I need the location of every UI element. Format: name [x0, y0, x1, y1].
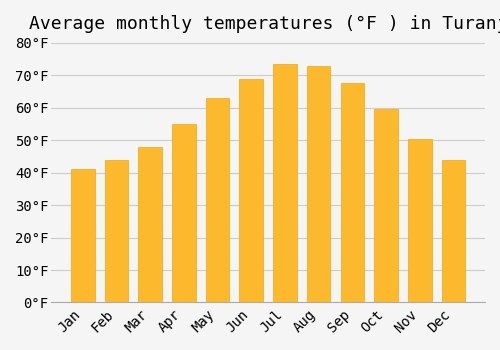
Bar	[240, 79, 263, 302]
Bar	[408, 139, 432, 302]
Bar	[172, 124, 196, 302]
Bar	[340, 83, 364, 302]
Bar	[307, 65, 330, 302]
Bar	[71, 169, 94, 302]
Bar	[206, 98, 230, 302]
Bar	[138, 147, 162, 302]
Bar	[104, 160, 128, 302]
Bar	[273, 64, 297, 302]
Title: Average monthly temperatures (°F ) in Turanj: Average monthly temperatures (°F ) in Tu…	[29, 15, 500, 33]
Bar	[374, 110, 398, 302]
Bar	[442, 160, 466, 302]
